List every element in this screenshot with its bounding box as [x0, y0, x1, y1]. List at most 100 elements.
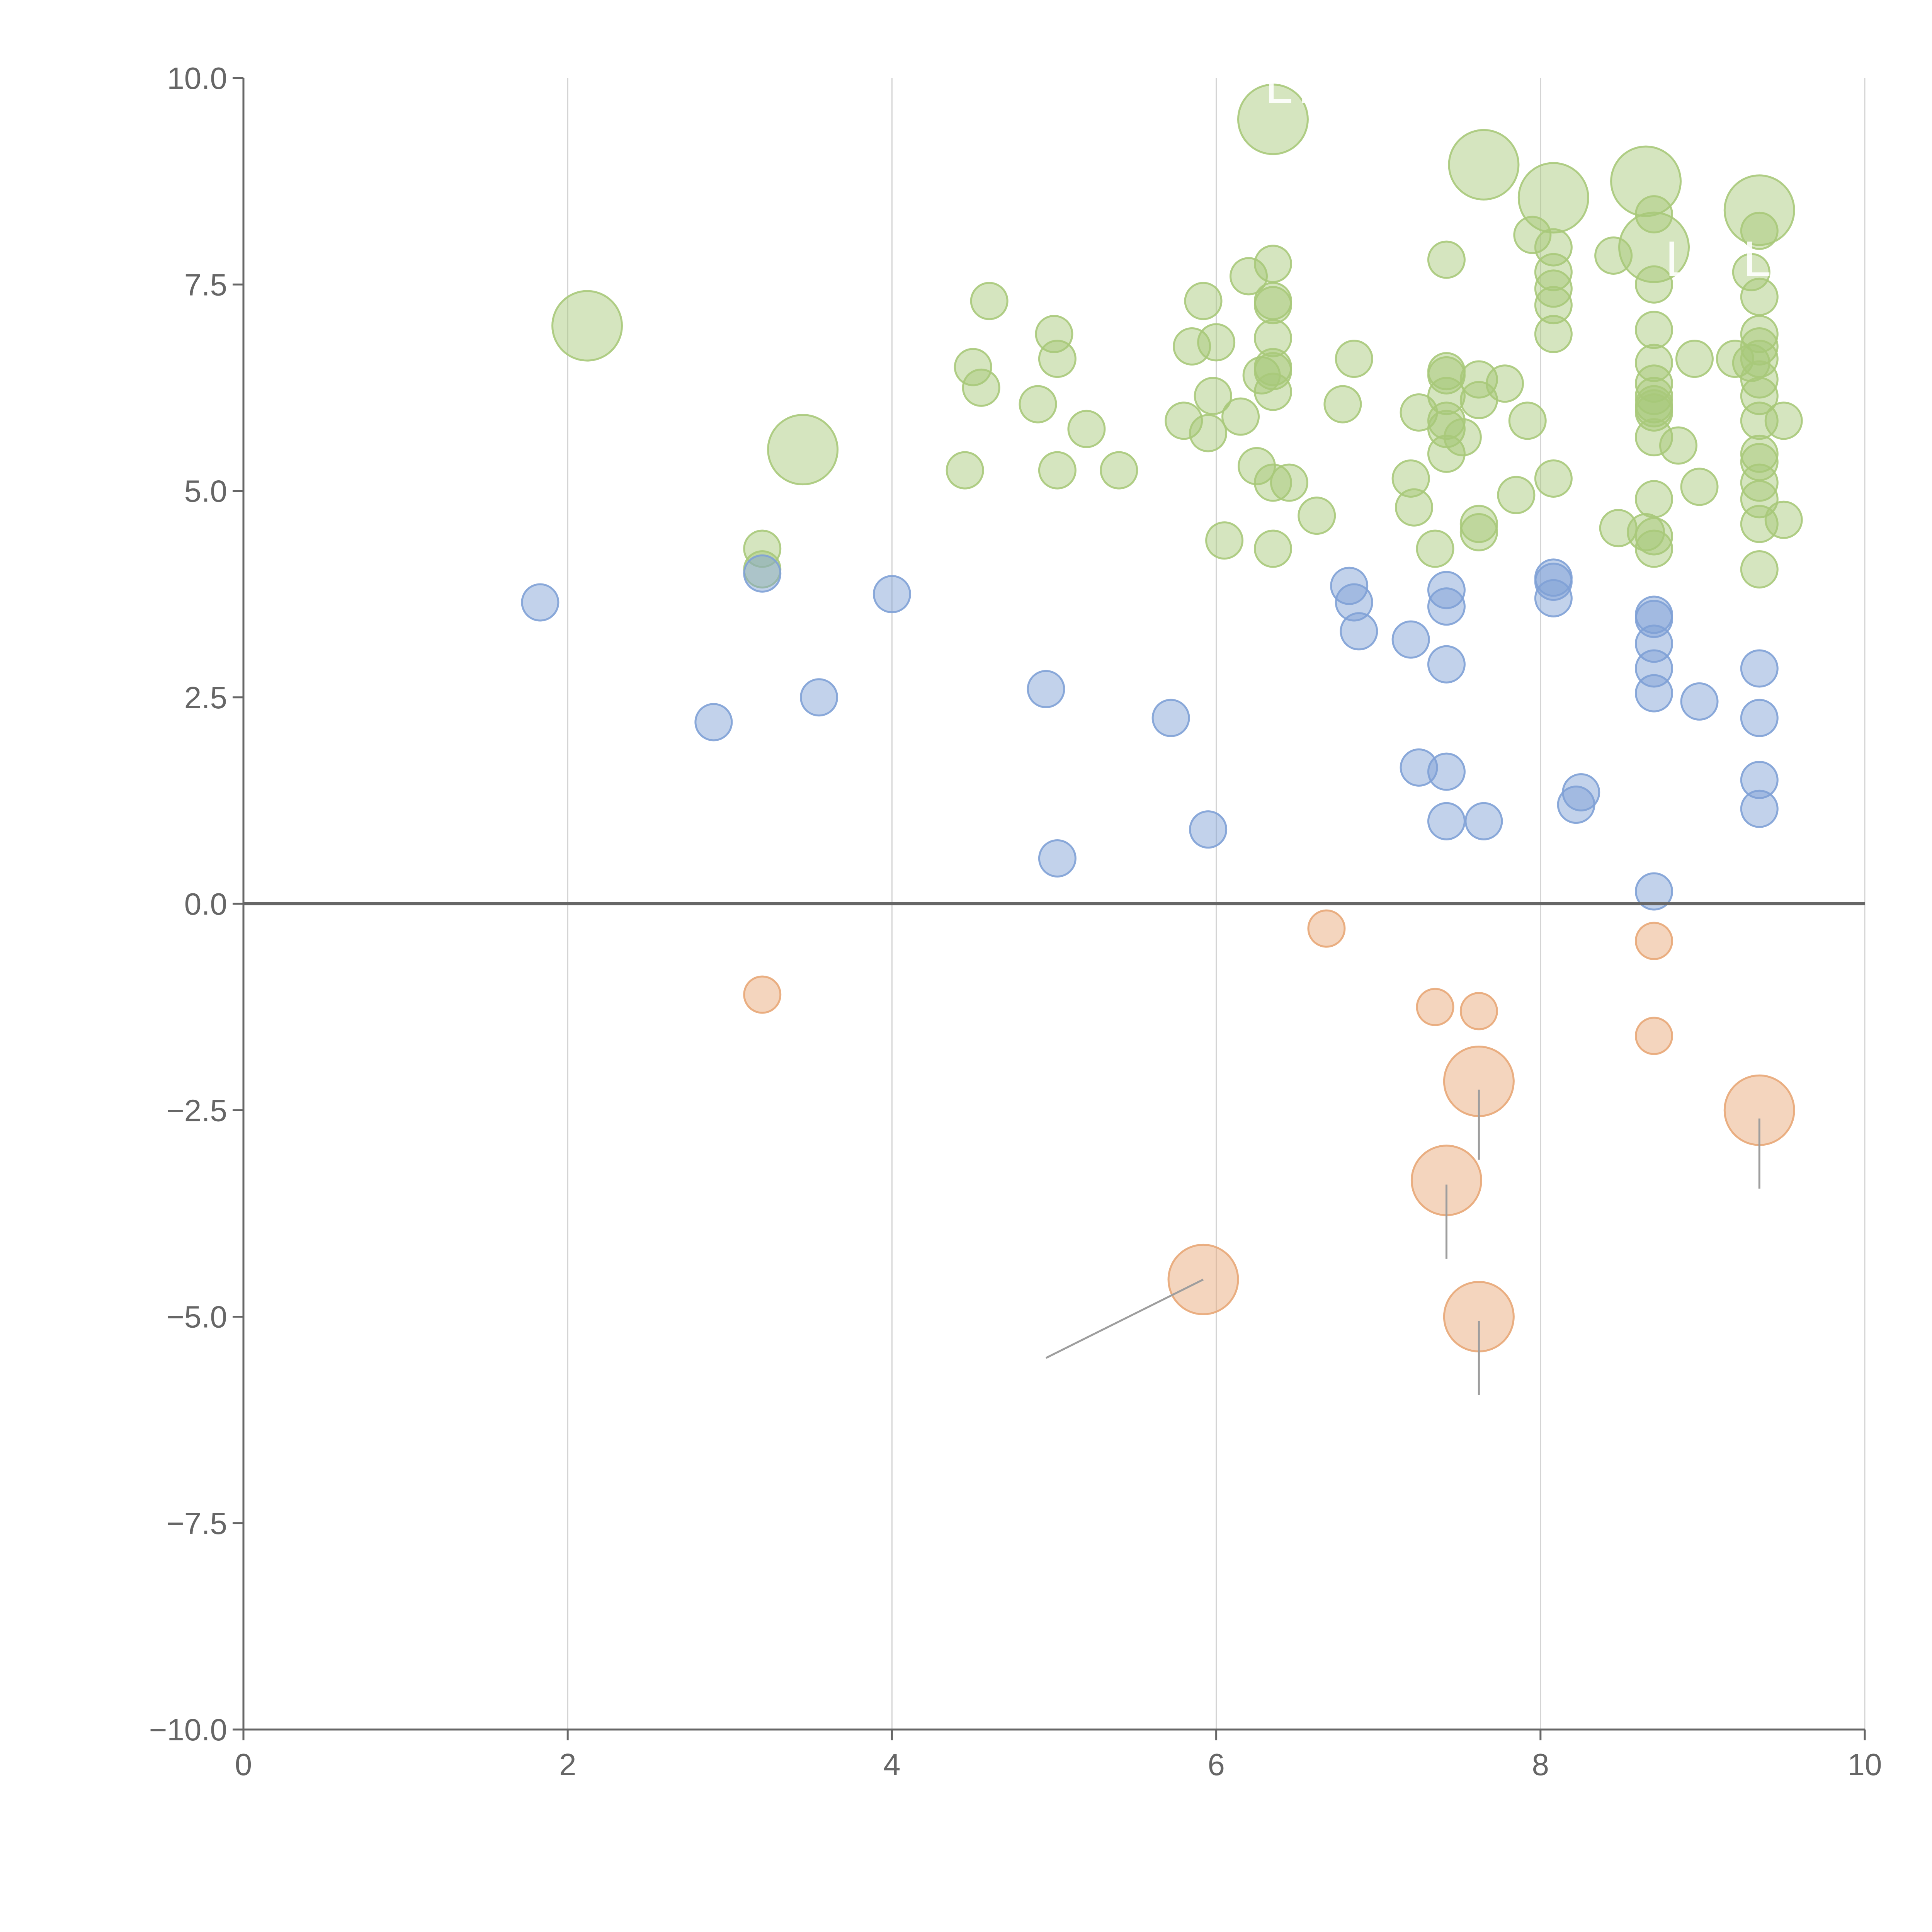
green-bubble	[1253, 245, 1292, 283]
blue-bubble	[1740, 699, 1779, 737]
x-tick-label: 4	[883, 1747, 901, 1782]
y-tick-label: 0.0	[184, 887, 227, 921]
green-bubble	[1508, 401, 1547, 440]
orange-bubble	[1459, 992, 1498, 1031]
green-bubble	[1740, 550, 1779, 589]
green-bubble	[1534, 286, 1573, 325]
faint-label: LTX	[1265, 57, 1353, 114]
blue-bubble	[1562, 773, 1600, 812]
green-bubble	[1443, 418, 1482, 457]
blue-bubble	[1534, 579, 1573, 617]
green-bubble	[1253, 352, 1292, 391]
orange-bubble	[1307, 909, 1346, 948]
green-bubble	[1764, 500, 1803, 539]
blue-bubble	[1427, 752, 1466, 791]
green-bubble	[1427, 356, 1466, 395]
green-bubble	[1534, 269, 1573, 308]
annotation-leader-line	[1045, 1279, 1204, 1359]
green-bubble	[1635, 311, 1673, 349]
green-bubble	[1335, 340, 1373, 378]
green-bubble	[1391, 459, 1430, 498]
green-bubble	[1740, 434, 1779, 473]
green-bubble	[1189, 414, 1228, 452]
blue-bubble	[1400, 748, 1438, 787]
green-bubble	[1323, 385, 1362, 423]
green-bubble	[1165, 401, 1203, 440]
blue-bubble	[1635, 674, 1673, 713]
green-bubble	[1635, 377, 1673, 415]
green-bubble	[1635, 517, 1673, 556]
green-bubble	[1238, 447, 1276, 485]
y-tick-label: 2.5	[184, 680, 227, 715]
green-bubble	[1427, 401, 1466, 440]
green-bubble	[1194, 377, 1232, 415]
green-bubble	[1497, 476, 1536, 514]
green-bubble	[1253, 529, 1292, 568]
green-bubble	[1067, 410, 1106, 448]
x-tick-label: 8	[1532, 1747, 1549, 1782]
blue-bubble	[694, 703, 733, 742]
green-bubble	[1221, 397, 1260, 436]
green-bubble	[1635, 529, 1673, 568]
blue-bubble	[1427, 645, 1466, 684]
x-tick-label: 2	[559, 1747, 577, 1782]
green-bubble	[1100, 451, 1138, 490]
blue-bubble	[1427, 802, 1466, 840]
green-bubble	[1513, 216, 1552, 254]
green-bubble	[1038, 451, 1077, 490]
green-bubble	[1675, 340, 1714, 378]
faint-label: LE	[1743, 231, 1804, 287]
green-bubble	[1448, 129, 1520, 201]
orange-bubble	[1416, 988, 1454, 1026]
blue-bubble	[1740, 789, 1779, 828]
green-bubble	[1764, 401, 1803, 440]
blue-bubble	[1038, 839, 1077, 878]
blue-bubble	[1534, 563, 1573, 601]
green-bubble	[1237, 83, 1309, 155]
faint-label: L	[1665, 231, 1693, 287]
green-bubble	[1173, 327, 1211, 366]
blue-bubble	[1335, 583, 1373, 622]
orange-bubble	[743, 975, 782, 1014]
green-bubble	[1599, 509, 1638, 548]
x-tick-label: 6	[1208, 1747, 1225, 1782]
green-bubble	[962, 368, 1000, 407]
green-bubble	[1253, 286, 1292, 325]
y-tick-label: −5.0	[166, 1300, 227, 1334]
green-bubble	[1270, 463, 1308, 502]
y-tick-label: −2.5	[166, 1093, 227, 1128]
x-tick-label: 0	[235, 1747, 252, 1782]
y-tick-label: −7.5	[166, 1506, 227, 1541]
annotation-layer: LTX L LE	[1045, 57, 1804, 1395]
green-bubble	[1534, 253, 1573, 291]
green-bubble	[1534, 459, 1573, 498]
y-tick-label: 7.5	[184, 267, 227, 302]
green-bubble	[1205, 521, 1244, 560]
green-bubble	[1035, 315, 1073, 353]
blue-bubble	[1427, 571, 1466, 609]
green-bubble	[1740, 463, 1779, 502]
green-bubble	[767, 414, 839, 486]
blue-bubble	[800, 678, 838, 717]
green-bubble	[1038, 340, 1077, 378]
y-tick-label: 10.0	[167, 61, 227, 95]
green-bubble	[1618, 211, 1690, 283]
green-bubble	[1184, 282, 1223, 320]
green-bubble	[1197, 323, 1236, 362]
green-bubble	[1298, 497, 1336, 535]
green-bubble	[1416, 529, 1454, 568]
green-bubble	[1635, 265, 1673, 304]
green-bubble	[954, 348, 992, 386]
blue-bubble	[1427, 587, 1466, 626]
green-bubble	[1740, 211, 1779, 250]
green-bubble	[1635, 418, 1673, 457]
axes-layer: 10.0 7.5 5.0 2.5 0.0 −2.5 −5.0 −7.5 −10.00 2 4 6 8 10	[149, 61, 1882, 1782]
blue-bubble	[1740, 760, 1779, 799]
green-bubble	[1019, 385, 1057, 423]
blue-bubble	[1740, 649, 1779, 688]
blue-bubble	[872, 575, 911, 614]
green-bubble	[970, 282, 1009, 320]
green-bubble	[1635, 344, 1673, 382]
